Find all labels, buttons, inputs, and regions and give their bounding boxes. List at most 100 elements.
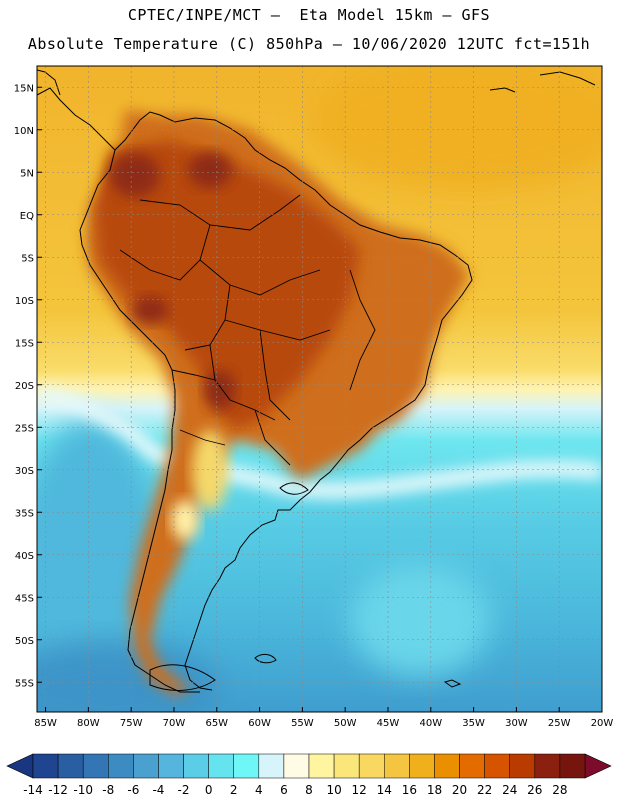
colorbar-max-arrow [584,753,612,779]
hot-spot-peru [132,296,168,324]
latitude-label: 20S [15,381,34,392]
longitude-label: 50W [334,718,357,729]
longitude-label: 60W [248,718,271,729]
colorbar-tick-label: 6 [280,783,288,797]
map-plot-area [37,66,602,712]
pacific-coast-north [79,149,116,231]
atlantic-coastline [37,87,473,691]
longitude-label: 25W [548,718,571,729]
colorbar-tick-label: -14 [23,783,43,797]
country-and-state-borders [119,194,376,466]
longitude-label: 55W [291,718,314,729]
longitude-label: 20W [591,718,614,729]
colorbar-swatch [308,753,335,779]
latitude-label: 30S [15,466,34,477]
hot-spot-chaco [204,370,236,410]
rio-de-la-plata [279,482,309,495]
colorbar-tick-label: 16 [402,783,417,797]
longitude-labels: 85W 80W 75W 70W 65W 60W 55W 50W 45W 40W 35W 30W 25W 2… [34,718,613,729]
colorbar-swatch [82,753,109,779]
coastlines-and-borders [37,69,596,693]
caribbean-islands [489,71,596,93]
colorbar-tick-label: -4 [152,783,164,797]
colorbar-swatches [32,753,586,779]
latitude-label: 5N [20,168,34,179]
colorbar-swatch [484,753,510,779]
colorbar-swatch [333,753,360,779]
colorbar-swatch [459,753,485,779]
colorbar-swatch [384,753,410,779]
colorbar-swatch [283,753,310,779]
colorbar-swatch [32,753,59,779]
south-georgia [443,679,462,688]
cool-patagonia-pocket [171,500,199,540]
colorbar-swatch [183,753,209,779]
latitude-label: 15N [14,83,34,94]
falkland-islands [254,653,277,664]
colorbar-swatch [509,753,536,779]
temperature-colorbar: -14 -12 -10 -8 -6 -4 -2 0 2 4 6 8 10 12 14 16 18 20 22 24 26… [6,753,612,797]
colorbar-swatch [434,753,460,779]
colorbar-tick-labels: -14 -12 -10 -8 -6 -4 -2 0 2 4 6 8 10 12 14 16 18 20 22 24 26… [23,783,567,797]
colorbar-tick-label: 20 [452,783,467,797]
colorbar-tick-label: 2 [230,783,238,797]
latitude-label: 5S [21,253,34,264]
colorbar-tick-label: -2 [178,783,190,797]
map-title-source: CPTEC/INPE/MCT – Eta Model 15km – GFS [127,6,491,24]
latitude-label: 35S [15,508,34,519]
colorbar-tick-label: 0 [205,783,213,797]
ocean-swirl [350,565,490,675]
map-frame [36,65,603,713]
colorbar-min-arrow [6,753,34,779]
colorbar-tick-label: 4 [255,783,263,797]
colorbar-tick-label: 12 [352,783,367,797]
colorbar-swatch [559,753,586,779]
lat-lon-grid [37,66,603,712]
longitude-label: 70W [163,718,186,729]
latitude-labels: 15N 10N 5N EQ 5S 10S 15S 20S 25S 30S 35S 40S 45S 50S 5… [14,83,34,689]
longitude-label: 65W [205,718,228,729]
latitude-label: 50S [15,636,34,647]
latitude-label: 15S [15,338,34,349]
colorbar-tick-label: 28 [552,783,567,797]
cool-andes-pocket [192,430,228,510]
colorbar-tick-label: -6 [127,783,139,797]
tierra-del-fuego [149,664,216,691]
latitude-label: 10S [15,296,34,307]
longitude-label: 35W [462,718,485,729]
colorbar-swatch [158,753,184,779]
colorbar-swatch [233,753,260,779]
colorbar-tick-label: -10 [73,783,93,797]
hot-spot-venezuela [188,152,232,188]
longitude-label: 40W [419,718,442,729]
colorbar-swatch [133,753,159,779]
colorbar-tick-label: -8 [102,783,114,797]
latitude-label: 45S [15,593,34,604]
latitude-label: 55S [15,678,34,689]
colorbar-tick-label: 26 [527,783,542,797]
colorbar-tick-label: 22 [477,783,492,797]
longitude-label: 30W [505,718,528,729]
colorbar-swatch [409,753,435,779]
longitude-label: 45W [377,718,400,729]
longitude-label: 75W [120,718,143,729]
colorbar-tick-label: 14 [377,783,392,797]
continental-hot-core [95,140,360,430]
warm-ocean-area [310,66,602,190]
colorbar-swatch [358,753,385,779]
hot-spot-colombia [110,153,160,197]
longitude-label: 85W [34,718,57,729]
colorbar-tick-label: 24 [502,783,517,797]
colorbar-tick-label: 18 [427,783,442,797]
latitude-label: 10N [14,126,34,137]
latitude-label: 40S [15,551,34,562]
colorbar-tick-label: 10 [326,783,341,797]
latitude-label: 25S [15,423,34,434]
latitude-label: EQ [20,211,34,222]
colorbar-tick-label: -12 [48,783,68,797]
colorbar-swatch [57,753,84,779]
colorbar-swatch [258,753,285,779]
map-title-variable: Absolute Temperature (C) 850hPa – 10/06/… [27,35,591,53]
colorbar-swatch [108,753,134,779]
